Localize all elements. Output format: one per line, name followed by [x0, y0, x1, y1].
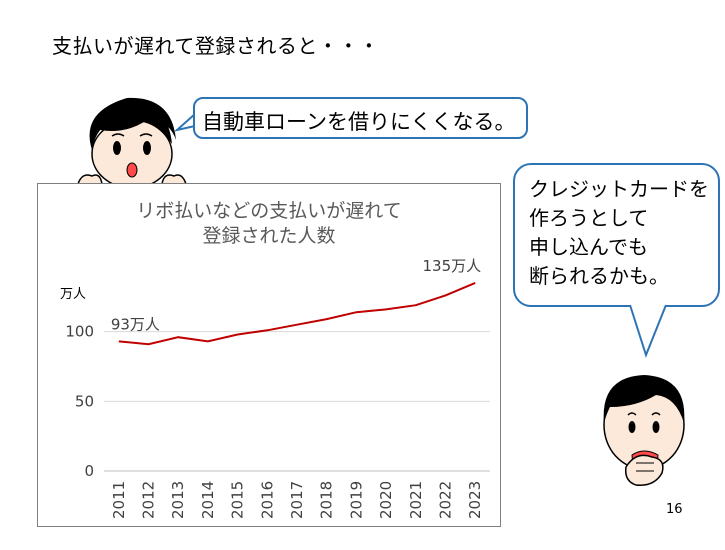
- chart-title-line-2: 登録された人数: [202, 225, 335, 247]
- x-tick-label: 2011: [110, 481, 128, 519]
- chart-frame: リボ払いなどの支払いが遅れて 登録された人数 万人 0 50 100 2011 201…: [37, 183, 501, 527]
- speech-bubble-tail-top: [175, 113, 196, 132]
- x-tick-label: 2022: [436, 481, 454, 519]
- worried-face-right-icon: [603, 375, 685, 486]
- x-tick-label: 2012: [140, 481, 158, 519]
- speech-right-line-2: 作ろうとして: [529, 206, 649, 230]
- x-tick-label: 2023: [466, 481, 484, 519]
- speech-right-line-1: クレジットカードを: [529, 177, 709, 201]
- speech-right-line-3: 申し込んでも: [529, 235, 648, 259]
- x-tick-label: 2020: [377, 481, 395, 519]
- y-axis-unit: 万人: [60, 287, 86, 302]
- x-tick-label: 2019: [347, 481, 365, 519]
- speech-bubble-top: 自動車ローンを借りにくくなる。: [193, 97, 528, 139]
- y-tick-label: 50: [75, 392, 94, 410]
- page-number: 16: [666, 502, 683, 517]
- x-tick-label: 2014: [199, 481, 217, 519]
- chart-svg: リボ払いなどの支払いが遅れて 登録された人数 万人 0 50 100 2011 201…: [60, 200, 490, 519]
- slide-heading: 支払いが遅れて登録されると・・・: [52, 34, 380, 58]
- data-label: 93万人: [111, 315, 160, 333]
- worried-face-left-icon: [77, 97, 187, 189]
- x-tick-label: 2015: [229, 481, 247, 519]
- speech-top-text: 自動車ローンを借りにくくなる。: [202, 110, 516, 134]
- x-tick-label: 2013: [169, 481, 187, 519]
- x-tick-label: 2017: [288, 481, 306, 519]
- y-tick-label: 0: [84, 462, 94, 480]
- series-line: [118, 281, 476, 346]
- data-label: 135万人: [423, 257, 482, 275]
- x-tick-label: 2021: [407, 481, 425, 519]
- chart-title-line-1: リボ払いなどの支払いが遅れて: [136, 200, 401, 222]
- x-tick-label: 2018: [318, 481, 336, 519]
- speech-bubble-tail-right: [629, 303, 667, 358]
- x-tick-label: 2016: [258, 481, 276, 519]
- y-tick-label: 100: [65, 323, 94, 341]
- speech-bubble-right: クレジットカードを 作ろうとして 申し込んでも 断られるかも。: [513, 163, 720, 307]
- speech-right-line-4: 断られるかも。: [529, 264, 669, 288]
